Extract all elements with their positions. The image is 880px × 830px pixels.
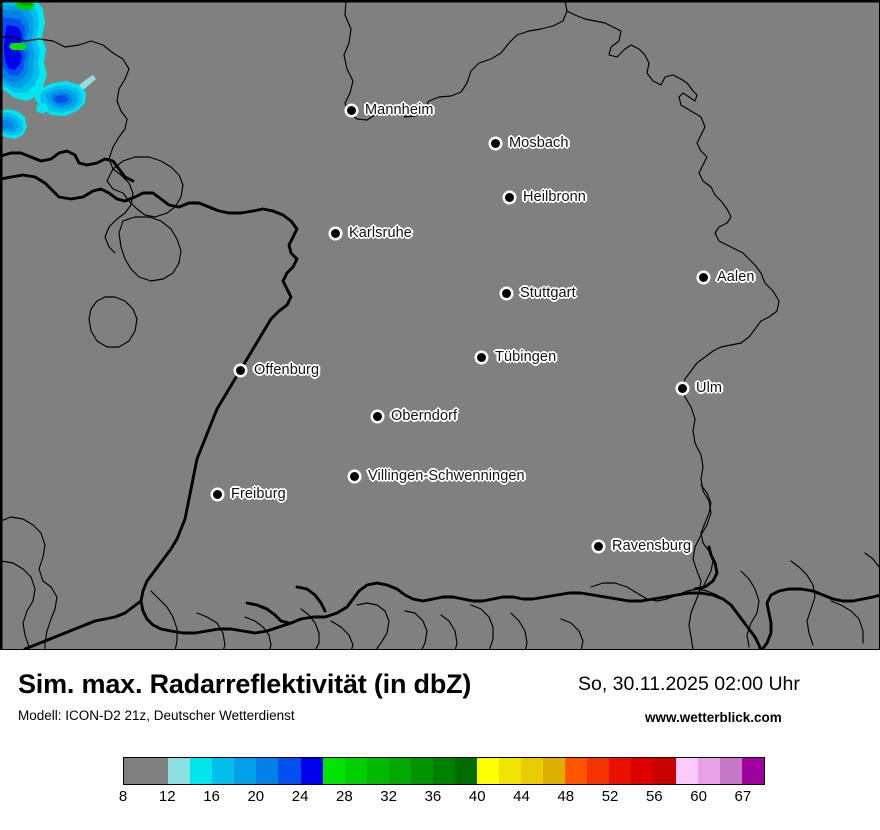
colorbar-tick: 48 xyxy=(557,788,575,805)
city-marker[interactable]: Ulm xyxy=(678,380,722,396)
city-marker[interactable]: Offenburg xyxy=(236,362,319,378)
colorbar-tick: 8 xyxy=(118,788,128,805)
city-dot-icon xyxy=(699,272,708,282)
colorbar-tick: 24 xyxy=(291,788,309,805)
colorbar-swatches xyxy=(123,757,765,785)
colorbar-tick: 60 xyxy=(690,788,707,805)
city-dot-icon xyxy=(502,288,511,298)
city-label: Freiburg xyxy=(231,486,286,502)
colorbar-swatch xyxy=(234,758,257,784)
city-label: Ulm xyxy=(696,380,723,396)
city-label: Karlsruhe xyxy=(349,225,412,241)
radar-echo-layer xyxy=(1,1,96,139)
city-marker[interactable]: Ravensburg xyxy=(594,538,691,554)
city-dot-icon xyxy=(347,105,356,115)
city-dot-icon xyxy=(477,352,486,362)
colorbar-tick: 12 xyxy=(158,788,176,805)
city-label: Oberndorf xyxy=(391,408,458,424)
colorbar-swatch xyxy=(256,758,279,784)
city-label: Offenburg xyxy=(254,362,320,378)
colorbar-tick: 44 xyxy=(513,788,530,805)
colorbar: 8 12 16 20 24 28 32 36 40 44 48 52 56 60 67 xyxy=(119,757,765,812)
colorbar-tick: 32 xyxy=(380,788,397,805)
city-label: Mannheim xyxy=(365,102,434,118)
colorbar-swatch xyxy=(697,758,720,784)
website-credit: www.wetterblick.com xyxy=(645,710,782,725)
colorbar-swatch xyxy=(477,758,500,784)
colorbar-swatch xyxy=(432,758,455,784)
map-panel[interactable]: Mannheim Mosbach Heilbronn Karlsruhe Aalen St… xyxy=(0,0,880,650)
city-marker[interactable]: Heilbronn xyxy=(505,189,586,205)
map-geometry xyxy=(1,1,879,649)
page-title: Sim. max. Radarreflektivität (in dbZ) xyxy=(18,669,472,699)
colorbar-swatch xyxy=(675,758,698,784)
city-dot-icon xyxy=(331,228,340,238)
colorbar-swatch xyxy=(499,758,522,784)
colorbar-swatch xyxy=(741,758,764,784)
colorbar-swatch xyxy=(366,758,389,784)
colorbar-tick: 36 xyxy=(424,788,442,805)
city-dot-icon xyxy=(350,471,359,481)
colorbar-swatch xyxy=(587,758,610,784)
region-border-lines xyxy=(1,1,879,649)
colorbar-swatch xyxy=(543,758,566,784)
valid-datetime: So, 30.11.2025 02:00 Uhr xyxy=(578,673,800,695)
colorbar-swatch xyxy=(653,758,676,784)
city-label: Mosbach xyxy=(509,135,569,151)
city-dot-icon xyxy=(678,383,687,393)
colorbar-swatch xyxy=(454,758,478,784)
colorbar-swatch xyxy=(388,758,411,784)
city-marker[interactable]: Karlsruhe xyxy=(331,225,412,241)
colorbar-swatch xyxy=(719,758,742,784)
colorbar-tick: 16 xyxy=(203,788,220,805)
city-dot-icon xyxy=(594,541,603,551)
colorbar-swatch xyxy=(278,758,301,784)
city-dot-icon xyxy=(373,411,382,421)
colorbar-tick: 40 xyxy=(468,788,486,805)
colorbar-swatch xyxy=(300,758,323,784)
city-dot-icon xyxy=(505,192,514,202)
colorbar-swatch xyxy=(322,758,345,784)
city-label: Aalen xyxy=(717,269,755,285)
colorbar-swatch xyxy=(565,758,588,784)
colorbar-swatch xyxy=(212,758,235,784)
city-label: Stuttgart xyxy=(520,285,576,301)
city-marker[interactable]: Tübingen xyxy=(477,349,556,365)
colorbar-swatch xyxy=(344,758,367,784)
city-label: Villingen-Schwenningen xyxy=(368,468,525,484)
footer-panel: Sim. max. Radarreflektivität (in dbZ) Mo… xyxy=(0,651,880,830)
colorbar-tick-labels: 8 12 16 20 24 28 32 36 40 44 48 52 56 60 67 xyxy=(119,788,765,812)
colorbar-swatch xyxy=(190,758,213,784)
colorbar-swatch xyxy=(124,758,169,784)
colorbar-swatch xyxy=(168,758,191,784)
colorbar-tick: 28 xyxy=(336,788,353,805)
city-marker[interactable]: Aalen xyxy=(699,269,755,285)
colorbar-swatch xyxy=(521,758,544,784)
colorbar-swatch xyxy=(609,758,632,784)
city-label: Ravensburg xyxy=(612,538,692,554)
city-marker[interactable]: Mosbach xyxy=(491,135,569,151)
colorbar-tick: 52 xyxy=(601,788,619,805)
city-marker[interactable]: Mannheim xyxy=(347,102,434,118)
city-dot-icon xyxy=(491,138,500,148)
city-marker[interactable]: Villingen-Schwenningen xyxy=(350,468,525,484)
city-label: Tübingen xyxy=(495,349,557,365)
colorbar-swatch xyxy=(631,758,654,784)
colorbar-tick: 20 xyxy=(247,788,265,805)
colorbar-tick: 56 xyxy=(645,788,663,805)
colorbar-tick: 67 xyxy=(734,788,752,805)
country-border-lines xyxy=(1,149,879,649)
city-marker[interactable]: Stuttgart xyxy=(502,285,576,301)
city-marker[interactable]: Freiburg xyxy=(213,486,286,502)
colorbar-swatch xyxy=(410,758,433,784)
city-dot-icon xyxy=(213,489,222,499)
city-marker[interactable]: Oberndorf xyxy=(373,408,457,424)
city-label: Heilbronn xyxy=(523,189,586,205)
city-dot-icon xyxy=(236,365,245,375)
model-subtitle: Modell: ICON-D2 21z, Deutscher Wetterdie… xyxy=(18,708,295,723)
